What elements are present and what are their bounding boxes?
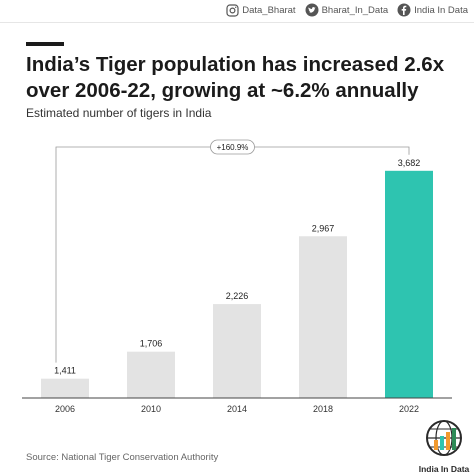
globe-icon	[426, 420, 462, 456]
facebook-icon	[397, 3, 411, 17]
social-instagram[interactable]: Data_Bharat	[226, 3, 296, 17]
value-label-2014: 2,226	[226, 291, 249, 301]
bar-2006	[41, 378, 89, 398]
change-annotation-pill	[210, 139, 255, 155]
india-in-data-logo: India In Data	[418, 418, 470, 474]
x-tick-label-2006: 2006	[55, 404, 75, 414]
x-tick-label-2018: 2018	[313, 404, 333, 414]
title-line-2: over 2006-22, growing at ~6.2% annually	[26, 79, 419, 102]
value-label-2010: 1,706	[140, 339, 163, 349]
chart-title: India’s Tiger population has increased 2…	[26, 52, 466, 104]
change-annotation-label: +160.9%	[217, 143, 249, 152]
value-label-2006: 1,411	[54, 366, 76, 376]
chart-subtitle: Estimated number of tigers in India	[26, 106, 212, 120]
value-label-2018: 2,967	[312, 223, 335, 233]
header-divider	[0, 22, 474, 23]
twitter-handle: Bharat_In_Data	[321, 4, 389, 16]
instagram-handle: Data_Bharat	[242, 4, 296, 16]
bar-2022	[385, 170, 433, 398]
bar-2018	[299, 236, 347, 398]
x-tick-label-2010: 2010	[141, 404, 161, 414]
title-line-1: India’s Tiger population has increased 2…	[26, 53, 445, 76]
bar-chart: 1,411 2006 1,706 2010 2,226 2014 2,967 2018 3,68…	[22, 139, 452, 414]
facebook-handle: India In Data	[414, 4, 468, 16]
x-tick-label-2014: 2014	[227, 404, 247, 414]
instagram-icon	[226, 3, 239, 17]
title-accent-bar	[26, 42, 64, 46]
social-handles: Data_Bharat Bharat_In_Data India In Data	[226, 0, 468, 20]
x-tick-label-2022: 2022	[399, 404, 419, 414]
bar-2014	[213, 304, 261, 398]
social-facebook[interactable]: India In Data	[397, 3, 468, 17]
value-label-2022: 3,682	[398, 158, 421, 168]
twitter-icon	[305, 3, 319, 17]
social-twitter[interactable]: Bharat_In_Data	[305, 3, 389, 17]
bar-2010	[127, 351, 175, 398]
logo-caption: India In Data	[418, 464, 470, 474]
source-note: Source: National Tiger Conservation Auth…	[26, 452, 219, 463]
